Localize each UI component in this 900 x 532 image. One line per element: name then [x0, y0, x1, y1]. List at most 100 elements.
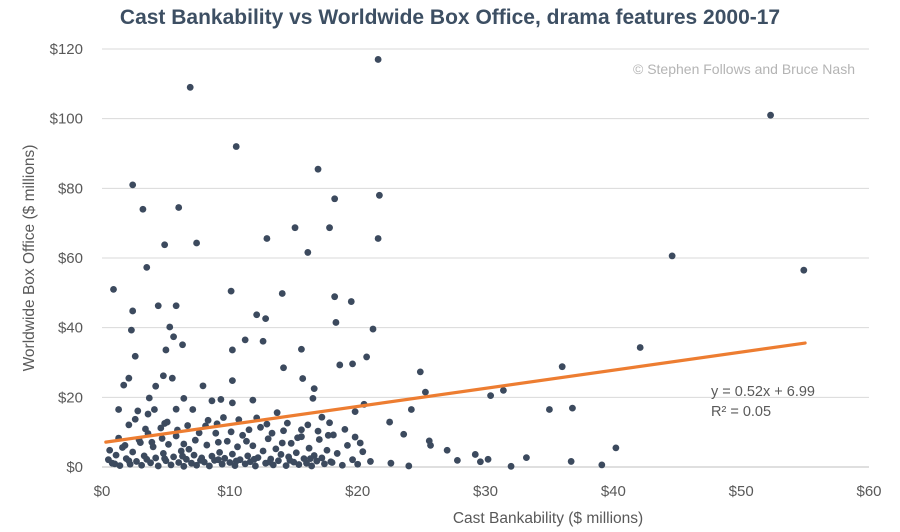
data-point: [197, 456, 204, 464]
data-point: [298, 345, 305, 353]
trendline-r-squared: R² = 0.05: [711, 404, 771, 420]
data-point: [598, 461, 606, 469]
data-point: [226, 459, 234, 466]
data-point: [138, 461, 146, 469]
data-point: [189, 406, 197, 413]
data-point: [250, 455, 258, 463]
data-point: [374, 235, 382, 242]
data-point: [217, 396, 225, 403]
data-point: [227, 287, 235, 295]
data-point: [158, 435, 166, 442]
data-point: [283, 419, 291, 427]
data-point: [170, 453, 177, 461]
data-point: [266, 458, 273, 466]
data-point: [546, 406, 553, 413]
data-point: [309, 394, 317, 402]
data-point: [168, 374, 176, 382]
data-point: [106, 446, 114, 454]
data-point: [349, 360, 356, 368]
data-point: [131, 352, 139, 360]
data-point: [327, 458, 335, 466]
data-point: [161, 455, 169, 463]
data-point: [190, 451, 198, 459]
data-point: [143, 455, 151, 463]
data-point: [272, 445, 280, 453]
data-point: [668, 252, 676, 260]
data-point: [218, 460, 226, 468]
data-point: [157, 424, 165, 432]
data-point: [275, 457, 282, 465]
data-point: [359, 448, 367, 456]
data-point: [143, 264, 151, 271]
data-point: [259, 337, 267, 345]
data-point: [476, 458, 484, 466]
data-point: [499, 386, 507, 394]
data-point: [249, 442, 257, 450]
data-point: [232, 457, 240, 465]
data-point: [131, 415, 139, 423]
data-point: [241, 460, 249, 468]
trendline-equation: y = 0.52x + 6.99: [711, 384, 815, 400]
data-point: [163, 418, 171, 426]
data-point: [129, 181, 137, 189]
data-point: [244, 452, 252, 460]
data-point: [133, 458, 140, 465]
data-point: [331, 195, 339, 203]
data-point: [120, 381, 128, 389]
data-point: [110, 285, 117, 293]
data-point: [161, 241, 169, 249]
data-point: [349, 456, 356, 464]
data-point: [800, 266, 808, 274]
data-point: [280, 364, 287, 372]
data-point: [227, 428, 235, 436]
x-tick-label: $30: [473, 483, 498, 500]
data-point: [239, 431, 247, 439]
data-point: [263, 235, 271, 242]
data-point: [165, 440, 172, 448]
data-point: [134, 407, 142, 415]
y-axis-label: Worldwide Box Office ($ millions): [21, 145, 38, 372]
data-point: [387, 459, 395, 467]
data-point: [273, 409, 281, 417]
data-point: [292, 449, 300, 457]
data-point: [241, 336, 249, 344]
data-point: [232, 143, 240, 150]
data-point: [151, 406, 158, 413]
data-point: [321, 460, 328, 468]
data-point: [298, 426, 305, 434]
data-points: [104, 56, 808, 470]
data-point: [354, 460, 362, 468]
data-point: [314, 165, 322, 173]
data-point: [208, 397, 216, 405]
data-point: [166, 323, 174, 331]
data-point: [228, 346, 236, 354]
data-point: [112, 451, 120, 459]
data-point: [287, 439, 295, 447]
data-point: [323, 446, 331, 454]
data-point: [172, 432, 180, 440]
data-point: [177, 447, 185, 455]
data-point: [249, 396, 257, 404]
data-point: [115, 406, 123, 413]
data-point: [111, 460, 119, 468]
x-tick-label: $0: [94, 483, 111, 500]
data-point: [144, 410, 152, 418]
x-tick-label: $40: [601, 483, 626, 500]
y-tick-label: $120: [50, 41, 83, 58]
data-point: [180, 440, 188, 448]
data-point: [305, 444, 313, 452]
data-point: [228, 377, 236, 385]
data-point: [262, 315, 270, 323]
data-point: [199, 382, 207, 390]
data-point: [152, 382, 160, 390]
data-point: [341, 425, 349, 433]
data-point: [116, 462, 124, 470]
data-point: [484, 455, 492, 463]
data-point: [636, 344, 644, 351]
data-point: [234, 443, 241, 451]
data-point: [308, 462, 316, 470]
data-point: [129, 448, 137, 456]
y-tick-label: $100: [50, 111, 83, 128]
data-point: [162, 346, 170, 354]
